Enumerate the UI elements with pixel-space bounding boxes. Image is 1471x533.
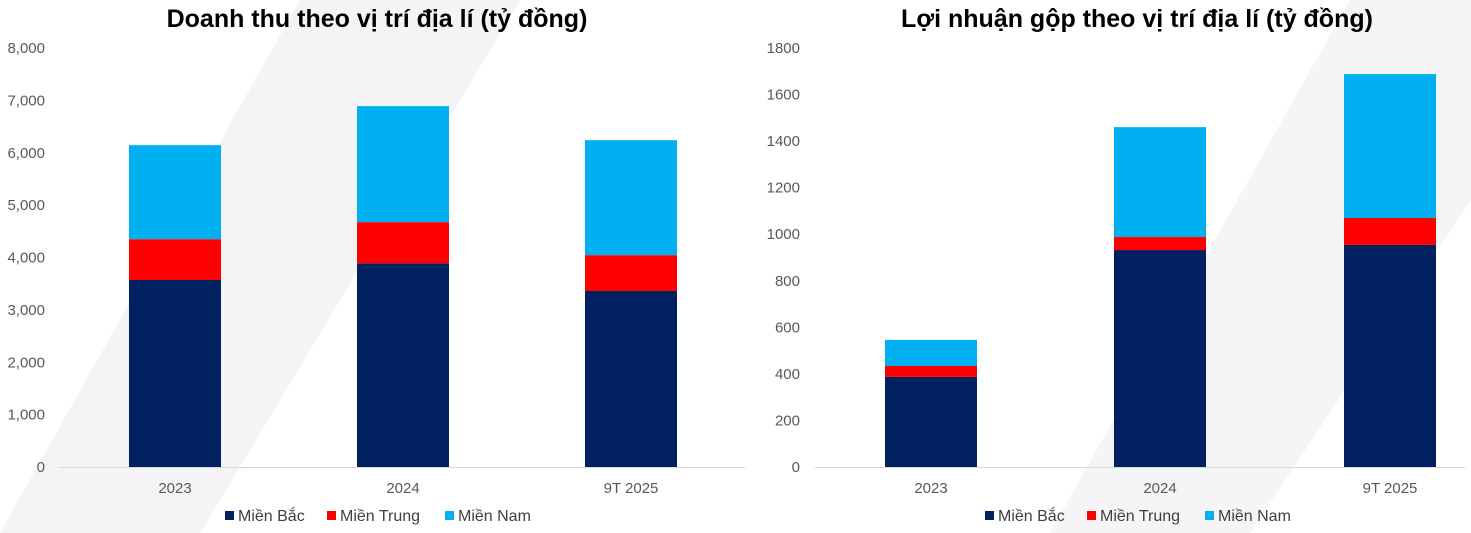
y-tick-label: 1000	[767, 226, 800, 243]
bar-segment-Miền Nam	[1114, 127, 1206, 238]
bar-segment-Miền Nam	[357, 106, 449, 223]
legend-label: Miền Nam	[458, 508, 531, 525]
legend-label: Miền Bắc	[238, 506, 305, 525]
legend-swatch	[1205, 511, 1214, 520]
y-tick-label: 5,000	[7, 197, 45, 214]
legend-swatch	[225, 511, 234, 520]
legend-label: Miền Nam	[1218, 508, 1291, 525]
legend-label: Miền Trung	[340, 508, 420, 525]
y-tick-label: 1600	[767, 87, 800, 104]
y-tick-label: 3,000	[7, 302, 45, 319]
bar-segment-Miền Trung	[129, 239, 221, 281]
y-tick-label: 2,000	[7, 354, 45, 371]
bar-segment-Miền Nam	[129, 145, 221, 240]
y-tick-label: 1400	[767, 133, 800, 150]
bar-segment-Miền Nam	[1344, 74, 1436, 218]
x-tick-label: 2023	[158, 480, 191, 497]
y-tick-label: 600	[775, 319, 800, 336]
bar-segment-Miền Bắc	[357, 263, 449, 467]
legend-swatch	[1087, 511, 1096, 520]
bar-segment-Miền Bắc	[585, 291, 677, 467]
bar-segment-Miền Nam	[885, 339, 977, 366]
y-tick-label: 0	[792, 459, 800, 476]
legend-swatch	[327, 511, 336, 520]
bar-segment-Miền Trung	[585, 255, 677, 292]
chart-title: Doanh thu theo vị trí địa lí (tỷ đồng)	[167, 5, 588, 33]
bar-segment-Miền Trung	[1344, 217, 1436, 245]
legend-swatch	[985, 511, 994, 520]
y-tick-label: 7,000	[7, 92, 45, 109]
bar-segment-Miền Trung	[885, 365, 977, 377]
bar-segment-Miền Trung	[357, 222, 449, 264]
y-tick-label: 200	[775, 412, 800, 429]
legend-label: Miền Trung	[1100, 508, 1180, 525]
x-tick-label: 9T 2025	[604, 480, 659, 497]
y-tick-label: 8,000	[7, 40, 45, 57]
bar-segment-Miền Bắc	[1114, 250, 1206, 467]
y-tick-label: 400	[775, 366, 800, 383]
y-tick-label: 0	[37, 459, 45, 476]
y-tick-label: 1,000	[7, 407, 45, 424]
bar-segment-Miền Bắc	[129, 280, 221, 467]
y-tick-label: 6,000	[7, 145, 45, 162]
x-tick-label: 2024	[1143, 480, 1176, 497]
bar-segment-Miền Trung	[1114, 237, 1206, 251]
bar-segment-Miền Bắc	[885, 376, 977, 467]
bar-segment-Miền Nam	[585, 140, 677, 256]
legend-swatch	[445, 511, 454, 520]
bar-segment-Miền Bắc	[1344, 244, 1436, 467]
x-tick-label: 2024	[386, 480, 419, 497]
y-tick-label: 4,000	[7, 250, 45, 267]
x-tick-label: 9T 2025	[1363, 480, 1418, 497]
legend-label: Miền Bắc	[998, 506, 1065, 525]
x-tick-label: 2023	[914, 480, 947, 497]
chart-title: Lợi nhuận gộp theo vị trí địa lí (tỷ đồn…	[901, 5, 1373, 33]
y-tick-label: 1800	[767, 40, 800, 57]
y-tick-label: 1200	[767, 180, 800, 197]
y-tick-label: 800	[775, 273, 800, 290]
